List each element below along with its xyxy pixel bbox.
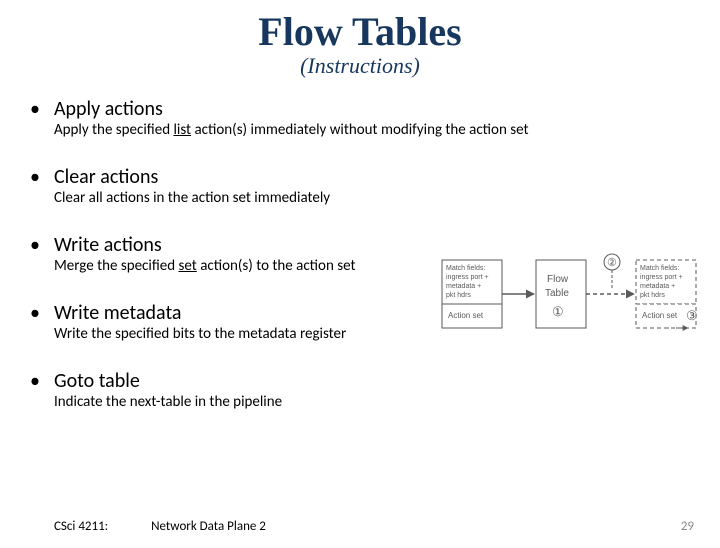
bullet-dot: • xyxy=(30,233,40,257)
dg-label3: ③ xyxy=(686,308,698,323)
dg-right-l2: ingress port + xyxy=(640,274,683,281)
dg-right-l3: metadata + xyxy=(640,283,675,290)
item-title: Apply actions xyxy=(54,97,690,121)
dg-right-l1: Match fields: xyxy=(640,265,679,272)
dg-left-l4: pkt hdrs xyxy=(446,292,471,299)
dg-left-l3: metadata + xyxy=(446,283,481,290)
dg-left-l2: ingress port + xyxy=(446,274,489,281)
footer-topic: Network Data Plane 2 xyxy=(151,519,266,534)
slide-subtitle: (Instructions) xyxy=(0,53,720,79)
list-item: • Clear actions Clear all actions in the… xyxy=(30,165,690,207)
dg-label2: ② xyxy=(607,257,617,269)
bullet-dot: • xyxy=(30,369,40,393)
item-desc: Indicate the next-table in the pipeline xyxy=(54,393,690,411)
dg-label1: ① xyxy=(552,304,564,319)
dg-left-action: Action set xyxy=(448,311,484,320)
list-item: • Goto table Indicate the next-table in … xyxy=(30,369,690,411)
dg-right-l4: pkt hdrs xyxy=(640,292,665,299)
bullet-dot: • xyxy=(30,97,40,121)
item-desc: Apply the specified list action(s) immed… xyxy=(54,121,690,139)
item-title: Clear actions xyxy=(54,165,690,189)
footer-course: CSci 4211: xyxy=(54,519,108,534)
dg-right-action: Action set xyxy=(642,311,678,320)
slide-title: Flow Tables xyxy=(0,8,720,55)
bullet-dot: • xyxy=(30,165,40,189)
item-title: Goto table xyxy=(54,369,690,393)
dg-left-l1: Match fields: xyxy=(446,265,485,272)
page-number: 29 xyxy=(681,519,694,534)
dg-center-top: Flow xyxy=(547,274,569,285)
footer: CSci 4211: Network Data Plane 2 xyxy=(54,519,266,534)
item-desc: Clear all actions in the action set imme… xyxy=(54,189,690,207)
bullet-dot: • xyxy=(30,301,40,325)
dg-center-bottom: Table xyxy=(545,288,569,299)
flow-table-diagram: Match fields: ingress port + metadata + … xyxy=(440,250,698,350)
list-item: • Apply actions Apply the specified list… xyxy=(30,97,690,139)
